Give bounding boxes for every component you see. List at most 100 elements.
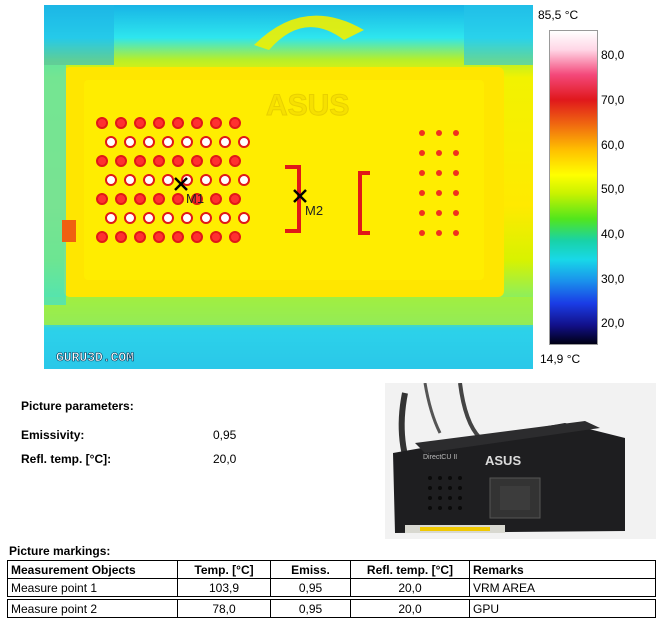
vent-hotspot bbox=[124, 174, 136, 186]
vent-hotspot bbox=[134, 155, 146, 167]
vent-hotspot bbox=[210, 193, 222, 205]
vent-hotspot bbox=[419, 130, 425, 136]
emissivity-cell: 0,95 bbox=[270, 578, 351, 597]
column-header: Emiss. bbox=[270, 560, 351, 579]
picture-markings-heading: Picture markings: bbox=[9, 544, 111, 558]
vent-hotspot bbox=[134, 193, 146, 205]
vent-hotspot bbox=[453, 130, 459, 136]
table-header-row: Measurement Objects Temp. [°C] Emiss. Re… bbox=[7, 560, 656, 579]
vent-hotspot bbox=[229, 231, 241, 243]
picture-parameters-heading: Picture parameters: bbox=[21, 399, 134, 413]
vent-hotspot bbox=[210, 231, 222, 243]
vent-hotspot bbox=[191, 193, 203, 205]
vent-hotspot bbox=[96, 117, 108, 129]
vent-hotspot bbox=[453, 210, 459, 216]
vent-hotspot bbox=[172, 155, 184, 167]
temperature-value: 103,9 bbox=[177, 578, 271, 597]
photo-series-text: DirectCU II bbox=[423, 454, 457, 461]
vent-hotspot bbox=[172, 231, 184, 243]
vent-hotspot bbox=[162, 212, 174, 224]
scale-max-label: 85,5 °C bbox=[538, 8, 579, 22]
vent-hotspot bbox=[436, 170, 442, 176]
vent-hotspot bbox=[181, 212, 193, 224]
vent-hotspot bbox=[419, 190, 425, 196]
vent-hotspot bbox=[436, 190, 442, 196]
vent-hotspot bbox=[229, 155, 241, 167]
vent-hotspot bbox=[436, 150, 442, 156]
vent-hotspot bbox=[191, 117, 203, 129]
photo-logo-text: ASUS bbox=[485, 453, 521, 468]
vent-hotspot bbox=[96, 155, 108, 167]
vent-hotspot bbox=[191, 155, 203, 167]
vent-hotspot bbox=[153, 231, 165, 243]
measurement-object: Measure point 1 bbox=[7, 578, 178, 597]
temperature-value: 78,0 bbox=[177, 599, 271, 618]
vent-hotspot bbox=[181, 136, 193, 148]
vent-hotspots-right bbox=[419, 130, 459, 236]
marker-m2: M2 bbox=[293, 189, 323, 218]
vent-hotspot bbox=[210, 117, 222, 129]
watermark-text: GURU3D.COM bbox=[56, 350, 134, 365]
vent-hotspot bbox=[191, 231, 203, 243]
vent-hotspot bbox=[229, 193, 241, 205]
vent-hotspot bbox=[210, 155, 222, 167]
vent-hotspot bbox=[200, 212, 212, 224]
column-header: Temp. [°C] bbox=[177, 560, 271, 579]
vent-hotspot bbox=[436, 210, 442, 216]
thermal-image: ASUS M1 M2 GURU3D.COM bbox=[44, 5, 533, 369]
remarks-cell: VRM AREA bbox=[469, 578, 656, 597]
vent-hotspot bbox=[219, 212, 231, 224]
refl-temp-value: 20,0 bbox=[213, 452, 237, 466]
marker-m1-label: M1 bbox=[186, 191, 204, 206]
table-row: Measure point 1 103,9 0,95 20,0 VRM AREA bbox=[7, 578, 656, 597]
visual-photo-canvas: ASUS DirectCU II bbox=[385, 383, 656, 539]
remarks-cell: GPU bbox=[469, 599, 656, 618]
refl-temp-cell: 20,0 bbox=[350, 599, 470, 618]
vent-hotspot bbox=[200, 136, 212, 148]
vent-hotspot bbox=[124, 212, 136, 224]
marker-m2-label: M2 bbox=[305, 203, 323, 218]
vent-hotspot bbox=[200, 174, 212, 186]
vent-hotspot bbox=[162, 174, 174, 186]
scale-tick: 40,0 bbox=[601, 227, 625, 241]
vent-hotspot bbox=[143, 136, 155, 148]
vent-hotspot bbox=[105, 136, 117, 148]
vent-hotspot bbox=[219, 174, 231, 186]
temperature-color-scale bbox=[549, 30, 598, 345]
column-header: Refl. temp. [°C] bbox=[350, 560, 470, 579]
emissivity-label: Emissivity: bbox=[21, 428, 85, 442]
vent-hotspot bbox=[134, 117, 146, 129]
markings-table: Measurement Objects Temp. [°C] Emiss. Re… bbox=[7, 560, 656, 618]
vent-hotspot bbox=[153, 155, 165, 167]
vent-hotspot bbox=[229, 117, 241, 129]
vent-hotspot bbox=[115, 193, 127, 205]
vent-hotspot bbox=[238, 174, 250, 186]
scale-tick: 30,0 bbox=[601, 272, 625, 286]
vent-hotspot bbox=[124, 136, 136, 148]
card-logo-text: ASUS bbox=[266, 89, 349, 122]
vent-hotspot bbox=[96, 231, 108, 243]
marker-m1: M1 bbox=[174, 177, 204, 206]
vent-hotspot bbox=[96, 193, 108, 205]
vent-hotspot bbox=[419, 210, 425, 216]
vent-hotspot bbox=[219, 136, 231, 148]
scale-tick: 60,0 bbox=[601, 138, 625, 152]
scale-tick: 50,0 bbox=[601, 182, 625, 196]
vent-hotspot bbox=[143, 212, 155, 224]
vent-hotspot bbox=[105, 174, 117, 186]
vent-hotspot bbox=[436, 230, 442, 236]
refl-temp-label: Refl. temp. [°C]: bbox=[21, 452, 112, 466]
vent-hotspot bbox=[153, 117, 165, 129]
vent-hotspot bbox=[105, 212, 117, 224]
vent-hotspot bbox=[238, 136, 250, 148]
vent-hotspot bbox=[143, 174, 155, 186]
table-row: Measure point 2 78,0 0,95 20,0 GPU bbox=[7, 599, 656, 618]
scale-tick: 70,0 bbox=[601, 93, 625, 107]
vent-hotspot bbox=[115, 117, 127, 129]
vent-hotspot bbox=[419, 150, 425, 156]
vent-hotspot bbox=[115, 231, 127, 243]
emissivity-cell: 0,95 bbox=[270, 599, 351, 618]
vent-hotspot bbox=[162, 136, 174, 148]
vent-hotspots-left bbox=[96, 117, 250, 243]
scale-tick: 20,0 bbox=[601, 316, 625, 330]
